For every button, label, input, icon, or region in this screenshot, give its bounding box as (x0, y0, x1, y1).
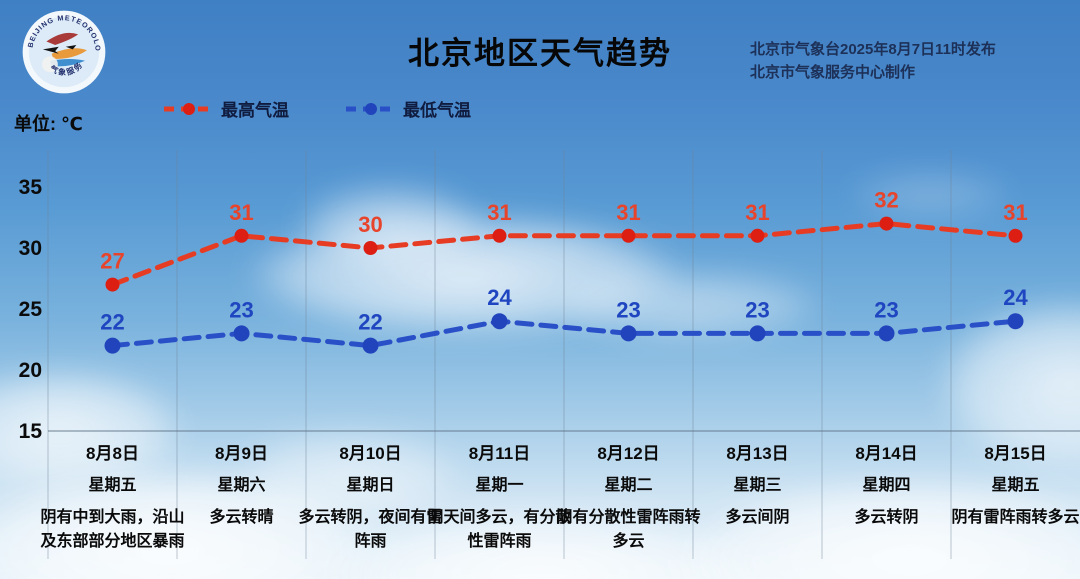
weekday-label: 星期日 (346, 477, 395, 494)
low-temp-marker (749, 325, 766, 342)
legend-item-high: 最高气温 (163, 96, 289, 121)
day-date-label: 8月8日 (86, 444, 139, 463)
high-temp-value-label: 31 (745, 200, 769, 225)
day-column: 8月12日星期二阴有分散性雷阵雨转多云 (556, 440, 700, 554)
high-temp-line (110, 221, 1018, 288)
high-temp-value-label: 27 (100, 249, 124, 274)
day-column: 8月8日星期五阴有中到大雨，沿山及东部部分地区暴雨 (40, 440, 184, 554)
low-temp-value-label: 23 (874, 297, 898, 322)
weather-description: 阴天间多云，有分散性雷阵雨 (427, 509, 572, 550)
low-temp-value-label: 22 (358, 310, 382, 335)
weather-description: 多云间阴 (725, 509, 790, 526)
day-date-label: 8月12日 (597, 444, 660, 463)
day-column: 8月15日星期五阴有雷阵雨转多云 (951, 440, 1080, 530)
low-temp-value-label: 23 (745, 297, 769, 322)
low-temp-value-label: 24 (1003, 285, 1028, 310)
y-axis-tick-label: 30 (19, 237, 42, 260)
high-temp-value-label: 31 (616, 200, 640, 225)
low-temp-marker (620, 325, 637, 342)
weekday-label: 星期五 (88, 477, 137, 494)
weekday-label: 星期五 (991, 477, 1040, 494)
high-temp-marker (1008, 228, 1023, 243)
weekday-label: 星期四 (862, 477, 911, 494)
weekday-label: 星期二 (604, 477, 653, 494)
chart-legend: 最高气温 最低气温 (163, 96, 471, 121)
day-date-label: 8月15日 (984, 444, 1047, 463)
publisher-line2: 北京市气象服务中心制作 (750, 64, 916, 81)
high-temp-marker (492, 228, 507, 243)
day-date-label: 8月10日 (339, 444, 402, 463)
day-date-label: 8月13日 (726, 444, 789, 463)
low-temp-marker (362, 337, 379, 354)
high-temp-marker (363, 241, 378, 255)
weather-description: 多云转晴 (209, 509, 274, 526)
y-axis-tick-label: 20 (19, 359, 42, 382)
day-date-label: 8月14日 (855, 444, 918, 463)
day-column: 8月11日星期一阴天间多云，有分散性雷阵雨 (427, 440, 571, 554)
day-date-label: 8月9日 (215, 444, 268, 463)
high-temp-marker (879, 216, 894, 231)
day-column: 8月14日星期四多云转阴 (822, 440, 951, 530)
low-temp-value-label: 23 (616, 297, 640, 322)
high-temp-value-label: 30 (358, 212, 382, 237)
low-temp-value-label: 23 (229, 297, 253, 322)
unit-label: 单位: ℃ (14, 114, 83, 134)
weather-description: 阴有中到大雨，沿山及东部部分地区暴雨 (40, 509, 185, 550)
low-temp-marker (1007, 313, 1024, 330)
high-temp-value-label: 31 (229, 200, 253, 225)
weather-description: 阴有雷阵雨转多云 (951, 509, 1080, 526)
low-temp-marker (104, 337, 121, 354)
high-temp-marker (621, 228, 636, 243)
low-temp-line (110, 318, 1018, 349)
publisher-info: 北京市气象台2025年8月7日11时发布 北京市气象服务中心制作 (750, 38, 996, 84)
weekday-label: 星期三 (733, 477, 782, 494)
high-temp-line-swatch (164, 102, 214, 115)
legend-item-low: 最低气温 (345, 96, 471, 121)
low-temp-value-label: 22 (100, 310, 124, 335)
day-column: 8月9日星期六多云转晴 (177, 440, 306, 530)
y-axis-tick-label: 25 (19, 298, 43, 321)
high-temp-value-label: 31 (487, 200, 511, 225)
high-temp-value-label: 32 (874, 188, 898, 213)
day-column: 8月10日星期日多云转阴，夜间有雷阵雨 (298, 440, 442, 554)
high-temp-value-label: 31 (1003, 200, 1027, 225)
low-temp-marker (491, 313, 508, 330)
weekday-label: 星期一 (475, 477, 524, 494)
weekday-label: 星期六 (217, 477, 266, 494)
low-temp-marker (878, 325, 895, 342)
publisher-line1: 北京市气象台2025年8月7日11时发布 (750, 41, 996, 58)
meteorological-service-logo: BEIJING METEOROLOGICAL SERVICE 气象服务 (20, 8, 106, 94)
legend-label-high: 最高气温 (221, 101, 289, 120)
page-title: 北京地区天气趋势 (408, 36, 672, 71)
y-axis-tick-label: 35 (19, 176, 43, 199)
high-temp-marker (105, 277, 120, 292)
low-temp-line-swatch (346, 102, 396, 115)
day-date-label: 8月11日 (468, 444, 531, 463)
legend-label-low: 最低气温 (403, 101, 471, 120)
weather-description: 多云转阴，夜间有雷阵雨 (298, 509, 443, 550)
low-temp-marker (233, 325, 250, 342)
weather-description: 阴有分散性雷阵雨转多云 (556, 509, 701, 550)
high-temp-marker (750, 228, 765, 243)
high-temp-marker (234, 228, 249, 243)
low-temp-value-label: 24 (487, 285, 512, 310)
y-axis-tick-label: 15 (19, 420, 43, 443)
weather-description: 多云转阴 (854, 509, 919, 526)
day-column: 8月13日星期三多云间阴 (693, 440, 822, 530)
